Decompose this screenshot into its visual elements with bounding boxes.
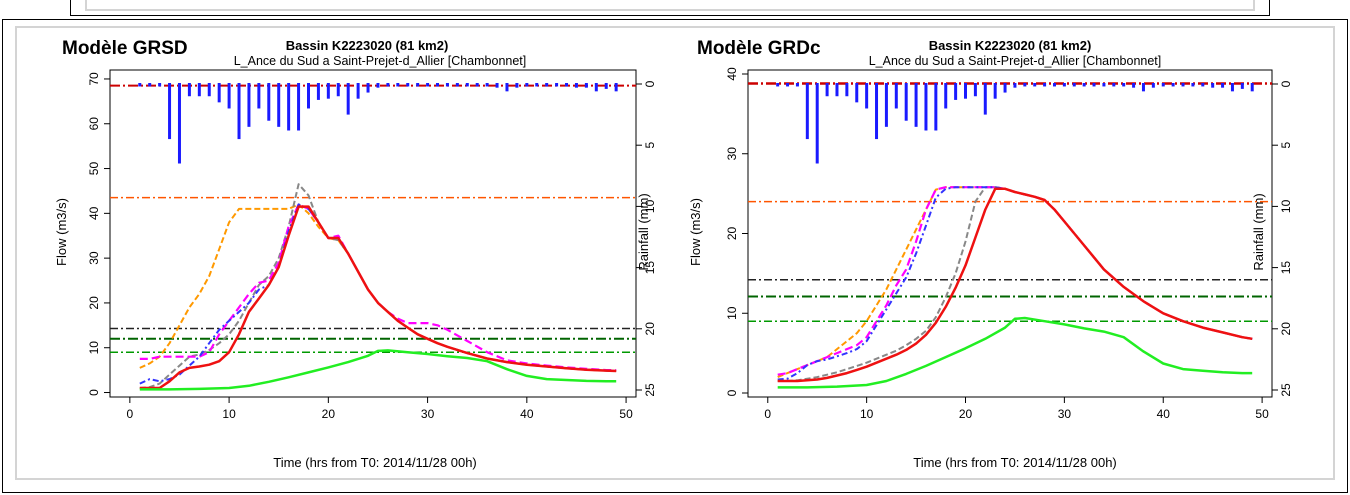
y2-tick-label: 10 [643,199,657,213]
y2-tick-label: 0 [1279,80,1293,87]
chart-title: Bassin K2223020 (81 km2) [286,38,449,53]
series-line [777,186,1253,381]
chart-subtitle: L_Ance du Sud a Saint-Prejet-d_Allier [C… [234,54,527,68]
x-tick-label: 40 [1157,407,1171,421]
chart-panel-1: 0 10 20 30 40 50 0 10 20 30 40 50 60 70 0 5 10 15 20 25 [87,69,657,421]
y2-tick-label: 15 [1279,261,1293,275]
x-axis-label: Time (hrs from T0: 2014/11/28 00h) [273,455,477,470]
panel-grdc: Modèle GRDc Bassin K2223020 (81 km2) L_A… [688,38,1266,470]
plot-box [747,69,1273,398]
series-line [139,203,617,372]
x-tick-label: 40 [520,407,534,421]
series-line [139,203,617,372]
x-axis-label: Time (hrs from T0: 2014/11/28 00h) [913,455,1117,470]
plot-box [109,69,637,398]
series-line [139,183,617,389]
x-tick-label: 20 [959,407,973,421]
x-tick-label: 10 [860,407,874,421]
figure-frame [2,19,1348,493]
y2-axis-label: Rainfall (mm) [636,193,651,270]
y2-tick-label: 10 [1279,199,1293,213]
y2-tick-label: 25 [643,383,657,397]
figure-inner-frame [15,26,1335,480]
y2-tick-label: 5 [1279,142,1293,149]
panel-grsd: Modèle GRSD Bassin K2223020 (81 km2) L_A… [54,38,651,470]
y-tick-label: 70 [87,72,101,86]
y-tick-label: 0 [87,389,101,396]
x-tick-label: 50 [619,407,633,421]
series-line [777,186,1253,382]
series-line [777,316,1253,389]
y2-axis-label: Rainfall (mm) [1251,193,1266,270]
y-tick-label: 30 [725,147,739,161]
y2-tick-label: 20 [643,322,657,336]
top-frame-inner [85,0,1255,11]
top-frame [70,0,1270,16]
y2-tick-label: 15 [643,261,657,275]
series-line [777,187,1253,383]
x-tick-label: 50 [1255,407,1269,421]
model-label: Modèle GRSD [62,38,188,59]
y-tick-label: 10 [725,306,739,320]
chart-subtitle: L_Ance du Sud a Saint-Prejet-d_Allier [C… [869,54,1162,68]
x-tick-label: 0 [127,407,134,421]
model-label: Modèle GRDc [697,38,821,59]
y-tick-label: 40 [87,206,101,220]
y-tick-label: 40 [725,67,739,81]
series-line [139,203,617,385]
series-line [777,186,1253,376]
series-line [139,205,617,390]
chart-title: Bassin K2223020 (81 km2) [929,38,1092,53]
x-tick-label: 10 [222,407,236,421]
y-tick-label: 60 [87,117,101,131]
y-tick-label: 0 [725,389,739,396]
x-tick-label: 20 [322,407,336,421]
y-axis-label: Flow (m3/s) [688,198,703,266]
y2-tick-label: 0 [643,80,657,87]
y2-tick-label: 20 [1279,322,1293,336]
y-tick-label: 20 [725,227,739,241]
chart-panel-2: 0 10 20 30 40 50 0 10 20 30 40 0 5 10 15 20 25 [725,67,1293,421]
y-tick-label: 30 [87,251,101,265]
y-tick-label: 50 [87,162,101,176]
series-line [139,349,617,391]
x-tick-label: 0 [764,407,771,421]
y-axis-label: Flow (m3/s) [54,198,69,266]
x-tick-label: 30 [421,407,435,421]
y-tick-label: 20 [87,296,101,310]
y2-tick-label: 25 [1279,383,1293,397]
y2-tick-label: 5 [643,142,657,149]
x-tick-label: 30 [1058,407,1072,421]
y-tick-label: 10 [87,341,101,355]
